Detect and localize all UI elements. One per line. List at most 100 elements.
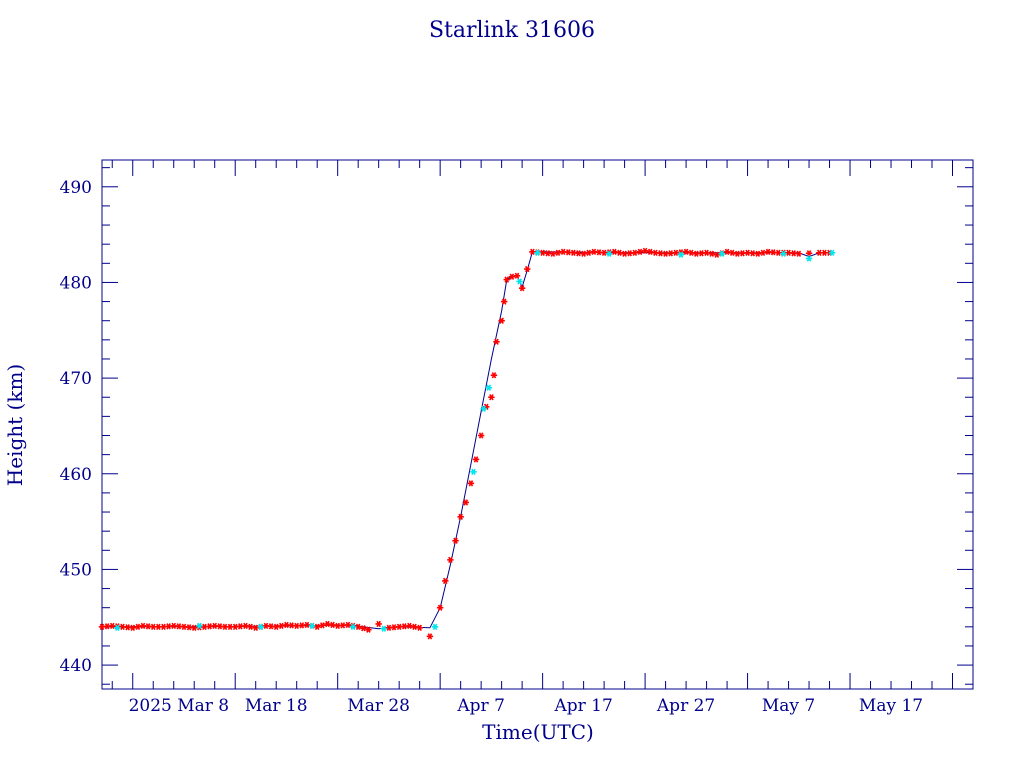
data-point — [144, 623, 152, 630]
data-point — [585, 249, 592, 256]
data-point — [480, 405, 487, 412]
data-point — [713, 251, 721, 258]
data-point — [114, 624, 121, 631]
data-point — [462, 499, 469, 506]
data-point — [155, 623, 162, 630]
data-point — [657, 250, 664, 257]
data-point — [288, 622, 295, 629]
data-point — [216, 623, 224, 630]
data-point — [641, 247, 649, 255]
y-tick-label: 490 — [60, 178, 92, 198]
y-tick-label: 460 — [60, 465, 92, 485]
data-point — [257, 623, 265, 630]
data-point — [380, 625, 387, 632]
data-point — [134, 623, 142, 630]
data-point — [411, 623, 418, 630]
data-point — [606, 250, 613, 257]
data-point — [708, 250, 715, 257]
x-tick-label: Mar 18 — [245, 696, 308, 716]
data-point — [498, 317, 505, 324]
data-point — [401, 623, 408, 630]
data-point — [313, 623, 321, 630]
y-tick-label: 440 — [60, 656, 92, 676]
data-point — [485, 384, 493, 391]
data-point — [518, 285, 526, 292]
data-point — [472, 456, 480, 463]
data-point — [718, 250, 726, 257]
data-point — [124, 624, 131, 631]
data-point — [513, 272, 521, 279]
data-point — [821, 249, 828, 256]
data-point — [565, 249, 572, 256]
x-tick-labels: 2025 Mar 8 Mar 18 Mar 28 Apr 7 Apr 17 Apr 27 M… — [129, 696, 924, 716]
data-point — [636, 248, 644, 256]
data-point — [349, 623, 357, 630]
data-point — [493, 338, 500, 345]
data-point — [431, 623, 439, 630]
data-point — [252, 624, 259, 631]
data-point — [426, 633, 434, 640]
data-point — [206, 623, 213, 630]
data-point — [503, 276, 510, 283]
data-point — [688, 249, 695, 256]
data-point — [360, 625, 367, 632]
data-point — [447, 556, 454, 564]
data-point — [308, 622, 316, 630]
data-point — [457, 513, 464, 520]
data-point — [442, 577, 449, 585]
data-point — [319, 622, 326, 629]
data-point — [278, 622, 285, 630]
y-tick-label: 480 — [60, 273, 92, 293]
data-point — [677, 251, 685, 258]
data-point — [780, 250, 787, 257]
data-point — [467, 480, 475, 487]
x-tick-label: May 17 — [859, 696, 923, 716]
data-point — [329, 621, 336, 629]
data-point — [490, 372, 498, 379]
data-point — [575, 250, 582, 257]
data-point — [175, 623, 183, 630]
data-point — [416, 624, 423, 631]
data-point — [805, 255, 813, 262]
plot-frame — [101, 159, 974, 690]
data-point — [626, 250, 633, 257]
data-point — [226, 623, 234, 630]
y-tick-labels: 440 450 460 470 480 490 — [60, 178, 92, 676]
x-tick-label: Apr 17 — [553, 696, 612, 716]
data-point — [103, 623, 111, 630]
data-point — [828, 249, 836, 256]
data-point — [247, 623, 254, 630]
data-point — [769, 249, 777, 256]
data-point — [508, 273, 516, 280]
x-tick-label: 2025 Mar 8 — [129, 696, 230, 716]
data-point — [739, 250, 746, 257]
data-point — [667, 250, 674, 257]
data-point — [390, 624, 398, 631]
x-tick-label: Apr 7 — [456, 696, 505, 716]
y-axis-label: Height (km) — [3, 364, 27, 486]
data-point — [647, 248, 654, 256]
data-point — [728, 249, 736, 256]
x-ticks — [111, 160, 974, 689]
data-point — [365, 626, 372, 633]
data-point — [534, 249, 541, 256]
data-point — [339, 622, 347, 629]
data-point — [759, 249, 767, 256]
data-point — [165, 623, 172, 630]
data-point — [324, 620, 331, 628]
data-point — [196, 622, 203, 630]
x-tick-label: Apr 27 — [656, 696, 715, 716]
data-point — [436, 604, 444, 611]
data-point — [375, 620, 382, 628]
x-tick-label: May 7 — [762, 696, 815, 716]
data-point — [790, 250, 797, 257]
data-point — [477, 432, 485, 439]
data-point — [500, 298, 508, 305]
data-point — [185, 624, 193, 631]
x-tick-label: Mar 28 — [347, 696, 410, 716]
data-point — [516, 278, 523, 285]
data-point — [544, 250, 551, 257]
data-point — [267, 623, 275, 630]
data-point — [805, 250, 813, 257]
